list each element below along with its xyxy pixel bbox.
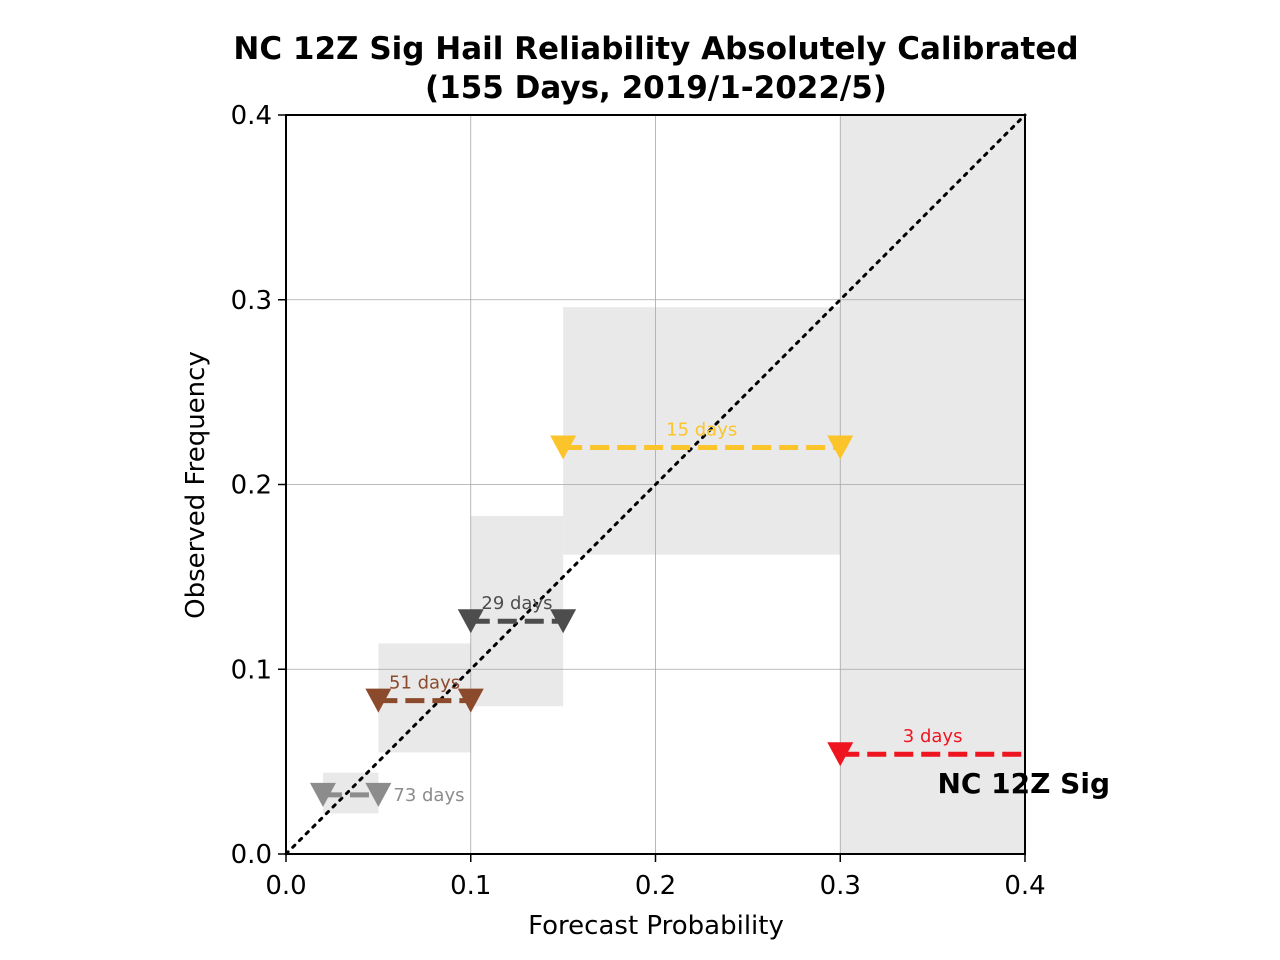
y-tick-label-4: 0.4 (231, 101, 272, 131)
days-label-2: 29 days (481, 593, 552, 614)
days-label-1: 51 days (389, 673, 460, 694)
marker-start-1 (365, 688, 392, 713)
range-box-3 (563, 307, 841, 555)
marker-start-3 (550, 435, 577, 460)
marker-end-1 (457, 688, 484, 713)
legend-label: NC 12Z Sig (937, 767, 1110, 800)
marker-start-4 (827, 742, 854, 767)
y-axis-label: Observed Frequency (181, 351, 211, 619)
y-tick-label-2: 0.2 (231, 471, 272, 501)
marker-start-0 (309, 782, 336, 807)
chart-title: NC 12Z Sig Hail Reliability Absolutely C… (233, 31, 1078, 67)
perfect-reliability-line (284, 113, 1027, 856)
chart-subtitle: (155 Days, 2019/1-2022/5) (425, 70, 887, 106)
y-tick-label-0: 0.0 (231, 840, 272, 870)
marker-end-2 (550, 609, 577, 634)
marker-end-0 (365, 782, 392, 807)
y-tick-label-3: 0.3 (231, 286, 272, 316)
days-label-3: 15 days (666, 420, 737, 441)
x-tick-label-4: 0.4 (1004, 871, 1045, 901)
x-tick-label-1: 0.1 (450, 871, 491, 901)
days-label-4: 3 days (903, 726, 963, 747)
days-label-0: 73 days (393, 785, 464, 806)
marker-start-2 (457, 609, 484, 634)
x-tick-label-0: 0.0 (265, 871, 306, 901)
x-tick-label-2: 0.2 (635, 871, 676, 901)
range-box-1 (378, 643, 471, 753)
y-tick-label-1: 0.1 (231, 655, 272, 685)
x-axis-label: Forecast Probability (528, 911, 784, 941)
x-tick-label-3: 0.3 (820, 871, 861, 901)
marker-end-3 (827, 435, 854, 460)
range-box-2 (470, 515, 564, 707)
